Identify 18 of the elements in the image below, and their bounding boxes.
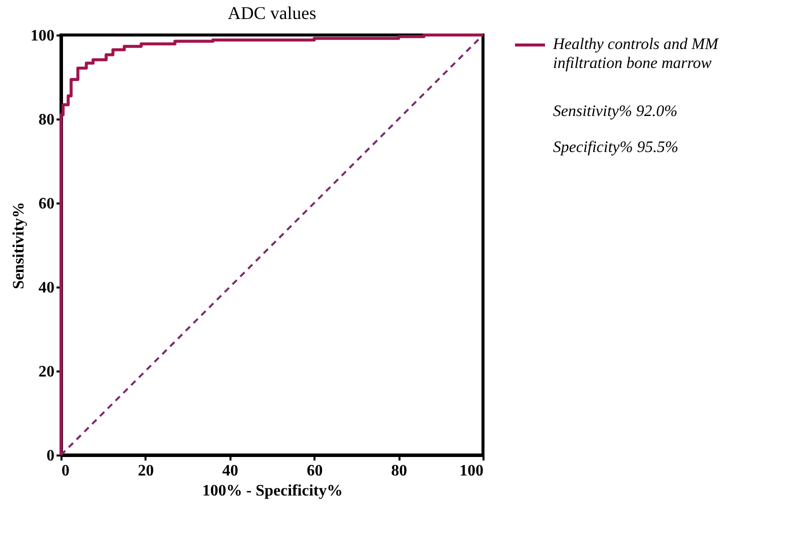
- legend-label: Healthy controls and MM infiltration bone marrow: [552, 36, 720, 72]
- x-tick-label: 100: [460, 462, 484, 480]
- y-tick-label: 40: [38, 280, 54, 296]
- y-tick-label: 60: [38, 196, 54, 212]
- x-tick-label: 0: [62, 462, 70, 480]
- x-tick-label: 20: [138, 462, 154, 480]
- text: Sensitivity% 92.0%: [553, 103, 678, 120]
- text: Specificity% 95.5%: [553, 139, 678, 156]
- y-tick-label: 100: [30, 28, 54, 44]
- chart-title: ADC values: [228, 3, 316, 23]
- x-tick-label: 60: [306, 462, 323, 480]
- x-axis-title: 100% - Specificity%: [202, 482, 343, 500]
- y-tick-label: 20: [38, 364, 54, 380]
- y-axis-title: Sensitivity%: [10, 202, 28, 290]
- x-tick-label: 40: [222, 462, 238, 480]
- x-tick-label: 80: [391, 462, 408, 480]
- y-tick-label: 0: [46, 448, 54, 464]
- y-tick-label: 80: [38, 112, 54, 128]
